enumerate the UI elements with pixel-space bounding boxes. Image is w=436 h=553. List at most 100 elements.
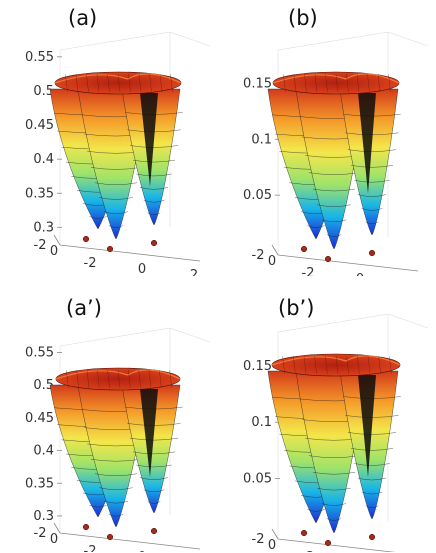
contour-line (317, 487, 351, 491)
rim-highlight (272, 73, 400, 84)
box-edge (387, 31, 429, 47)
z-tick-label: 0.15 (243, 77, 272, 92)
contour-line (350, 165, 394, 168)
contour-line (136, 464, 172, 468)
minimum-marker (368, 533, 376, 541)
rim-mesh-line (169, 370, 172, 388)
contour-line (307, 509, 325, 512)
contour-line (103, 211, 129, 214)
rim-mesh-line (159, 370, 162, 388)
surface-shadow (140, 389, 158, 477)
minimum-marker (106, 533, 114, 541)
y-axis-line (53, 234, 61, 246)
contour-line (143, 200, 165, 203)
rim-mesh-line (367, 74, 370, 92)
z-tick-label: 0.1 (251, 415, 272, 430)
contour-line (129, 145, 179, 148)
rim-mesh-line (293, 74, 297, 92)
surface-shadow (358, 375, 376, 477)
contour-line (354, 463, 390, 466)
surface-shadow (358, 93, 376, 194)
contour-line (326, 234, 342, 237)
contour-line (89, 216, 107, 219)
minimum-marker (82, 523, 90, 531)
y-tick-label: 0 (50, 532, 58, 547)
contour-line (357, 194, 387, 197)
z-tick-label: 0.3 (33, 509, 54, 524)
y-tick-label: 0 (268, 538, 276, 552)
contour-line (103, 500, 129, 504)
x-tick-label: -2 (84, 544, 97, 552)
x-tick-label: -2 (302, 550, 315, 552)
panel-label: (b) (288, 6, 318, 30)
rim-mesh-line (138, 74, 142, 92)
rim-highlight (54, 73, 182, 84)
rim-mesh-line (335, 74, 339, 92)
rim-mesh-line (314, 74, 318, 92)
rim-mesh-line (107, 74, 110, 92)
contour-line (357, 477, 387, 481)
contour-line (326, 518, 342, 521)
panel-label: (a) (68, 6, 98, 30)
y-tick-label: 0 (50, 244, 58, 259)
rim-mesh-line (148, 370, 152, 388)
box-edge (277, 31, 389, 51)
minimum-marker (300, 529, 308, 537)
minimum-marker (150, 527, 158, 535)
panel-b: (b) 0.150.10.05-202-20 (218, 0, 436, 276)
contour-line (347, 432, 397, 435)
z-tick-label: 0.05 (243, 472, 272, 487)
y-axis-line (53, 522, 61, 534)
box-edge (277, 313, 389, 333)
contour-line (147, 501, 161, 504)
y-axis-line (271, 244, 279, 256)
minimum-marker (300, 245, 308, 253)
box-edge (59, 31, 171, 51)
contour-line (312, 188, 356, 192)
box-edge (387, 313, 429, 329)
z-tick-label: 0.35 (25, 476, 54, 491)
rim-mesh-line (138, 370, 141, 388)
minimum-marker (150, 239, 158, 247)
rim-mesh-line (96, 74, 100, 92)
surface (49, 88, 183, 240)
z-tick-label: 0.45 (25, 118, 54, 133)
y-tick-label: -2 (34, 526, 47, 541)
rim-mesh-line (357, 356, 360, 374)
rim-mesh-line (107, 370, 110, 388)
rim-mesh-line (75, 74, 79, 92)
contour-line (94, 182, 138, 185)
minimum-marker (106, 245, 114, 253)
rim-highlight (55, 369, 181, 380)
contour-line (89, 504, 107, 508)
z-tick-label: 0.5 (33, 378, 54, 393)
contour-line (143, 489, 165, 492)
rim-mesh-line (304, 74, 307, 92)
z-tick-label: 0.3 (33, 220, 54, 235)
y-tick-label: -2 (34, 238, 47, 253)
rim-mesh-line (65, 74, 68, 92)
rim-mesh-line (367, 356, 371, 374)
rim-mesh-line (325, 356, 328, 374)
contour-line (347, 149, 397, 152)
panel-a-prime: (a’) 0.550.50.450.40.350.3-202-20 (0, 276, 218, 552)
y-tick-label: -2 (252, 532, 265, 547)
x-tick-label: 0 (356, 272, 364, 276)
box-edge (169, 31, 211, 47)
panel-label: (b’) (278, 296, 315, 320)
x-axis-line (59, 244, 201, 262)
panel-b-prime: (b’) 0.150.10.05-202-20 (218, 276, 436, 552)
surface-shadow (140, 93, 158, 187)
surface-plot: 0.150.10.05-202-20 (243, 313, 429, 552)
rim-mesh-line (335, 356, 339, 374)
contour-line (321, 503, 347, 506)
z-tick-label: 0.45 (25, 411, 54, 426)
contour-line (99, 487, 133, 490)
contour-line (307, 225, 325, 228)
x-axis-line (277, 254, 419, 272)
contour-line (354, 180, 390, 183)
rim-mesh-line (170, 74, 173, 92)
rim-mesh-line (149, 74, 152, 92)
contour-line (350, 448, 394, 451)
